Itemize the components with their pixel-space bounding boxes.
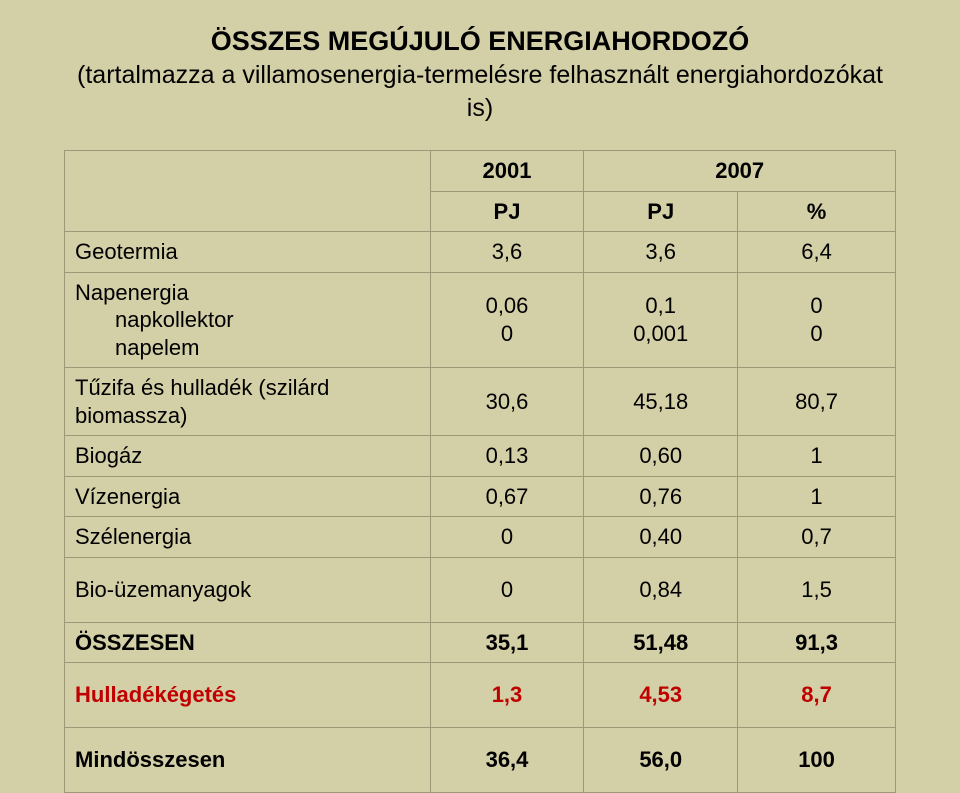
table-row: Szélenergia 0 0,40 0,7 [65,517,896,558]
energy-table: 2001 2007 PJ PJ % Geotermia 3,6 3,6 6,4 … [64,150,896,793]
cell: 0,1 0,001 [584,272,738,368]
table-row: Napenergia napkollektor napelem 0,06 0 0… [65,272,896,368]
table-row: Bio-üzemanyagok 0 0,84 1,5 [65,557,896,622]
row-label-napenergia: Napenergia napkollektor napelem [65,272,431,368]
row-label-mindosszesen: Mindösszesen [65,728,431,793]
row-label-biogaz: Biogáz [65,436,431,477]
header-year-2007: 2007 [584,151,896,192]
cell: 0,06 0 [430,272,584,368]
table-header-years: 2001 2007 [65,151,896,192]
value-line: 0,06 [441,292,574,320]
table-row-waste: Hulladékégetés 1,3 4,53 8,7 [65,663,896,728]
cell: 45,18 [584,368,738,436]
row-label-biouzemanyagok: Bio-üzemanyagok [65,557,431,622]
cell: 1,5 [738,557,896,622]
cell: 0 0 [738,272,896,368]
table-row: Vízenergia 0,67 0,76 1 [65,476,896,517]
table-row-sum: ÖSSZESEN 35,1 51,48 91,3 [65,622,896,663]
value-line: 0,001 [594,320,727,348]
row-label-vizenergia: Vízenergia [65,476,431,517]
cell: 6,4 [738,232,896,273]
table-row: Tűzifa és hulladék (szilárd biomassza) 3… [65,368,896,436]
cell: 4,53 [584,663,738,728]
value-line: 0 [748,292,885,320]
cell: 35,1 [430,622,584,663]
title-line-1: ÖSSZES MEGÚJULÓ ENERGIAHORDOZÓ [64,24,896,59]
cell: 80,7 [738,368,896,436]
header-blank [65,151,431,232]
cell: 0,60 [584,436,738,477]
cell: 0,67 [430,476,584,517]
row-label-hulladekegetes: Hulladékégetés [65,663,431,728]
cell: 36,4 [430,728,584,793]
header-unit-pct: % [738,191,896,232]
cell: 1 [738,476,896,517]
label-line: Napenergia [75,279,420,307]
cell: 51,48 [584,622,738,663]
row-label-tuzifa: Tűzifa és hulladék (szilárd biomassza) [65,368,431,436]
label-line: biomassza) [75,402,420,430]
label-line: napkollektor [75,306,420,334]
page-title: ÖSSZES MEGÚJULÓ ENERGIAHORDOZÓ (tartalma… [64,24,896,124]
header-unit-pj-2: PJ [584,191,738,232]
header-unit-pj-1: PJ [430,191,584,232]
row-label-szelenergia: Szélenergia [65,517,431,558]
cell: 0,84 [584,557,738,622]
label-line: Tűzifa és hulladék (szilárd [75,374,420,402]
slide-page: ÖSSZES MEGÚJULÓ ENERGIAHORDOZÓ (tartalma… [0,0,960,793]
value-line: 0 [441,320,574,348]
cell: 3,6 [430,232,584,273]
cell: 0,13 [430,436,584,477]
table-row: Biogáz 0,13 0,60 1 [65,436,896,477]
cell: 1 [738,436,896,477]
header-year-2001: 2001 [430,151,584,192]
table-row: Geotermia 3,6 3,6 6,4 [65,232,896,273]
value-line: 0 [748,320,885,348]
cell: 3,6 [584,232,738,273]
cell: 0 [430,557,584,622]
label-line: napelem [75,334,420,362]
row-label-geotermia: Geotermia [65,232,431,273]
cell: 0 [430,517,584,558]
cell: 91,3 [738,622,896,663]
row-label-osszesen: ÖSSZESEN [65,622,431,663]
cell: 0,40 [584,517,738,558]
value-line: 0,1 [594,292,727,320]
cell: 0,7 [738,517,896,558]
title-line-2: (tartalmazza a villamosenergia-termelésr… [64,59,896,124]
cell: 8,7 [738,663,896,728]
cell: 30,6 [430,368,584,436]
cell: 1,3 [430,663,584,728]
cell: 56,0 [584,728,738,793]
cell: 0,76 [584,476,738,517]
cell: 100 [738,728,896,793]
table-row-total: Mindösszesen 36,4 56,0 100 [65,728,896,793]
